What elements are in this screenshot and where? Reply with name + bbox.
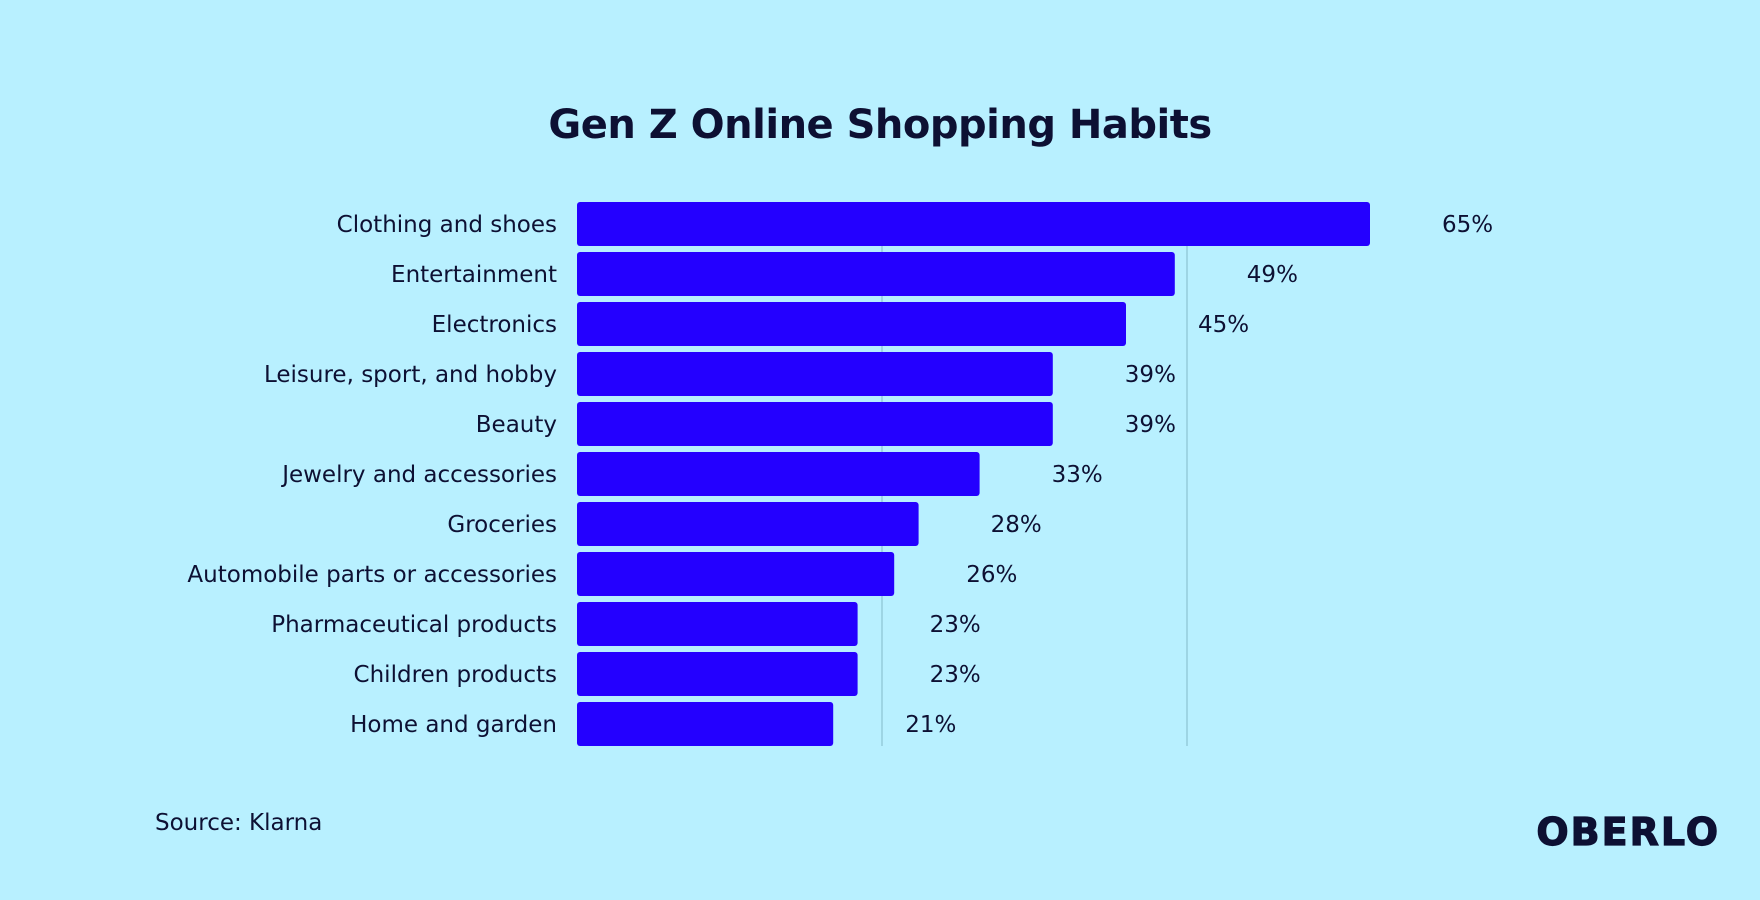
source-note: Source: Klarna	[155, 810, 323, 836]
value-label: 21%	[905, 712, 956, 738]
category-label: Jewelry and accessories	[280, 462, 557, 488]
value-label: 33%	[1052, 462, 1103, 488]
value-label: 39%	[1125, 412, 1176, 438]
value-label: 49%	[1247, 262, 1298, 288]
value-label: 26%	[966, 562, 1017, 588]
value-label: 28%	[991, 512, 1042, 538]
category-label: Children products	[354, 662, 557, 688]
value-label: 65%	[1442, 212, 1493, 238]
chart-title: Gen Z Online Shopping Habits	[548, 102, 1212, 148]
bar	[577, 302, 1126, 346]
category-label: Groceries	[447, 512, 557, 538]
category-label: Clothing and shoes	[337, 212, 557, 238]
bar	[577, 652, 858, 696]
bar	[577, 252, 1175, 296]
oberlo-logo: OBERLO	[1536, 809, 1720, 854]
category-label: Automobile parts or accessories	[187, 562, 557, 588]
bar	[577, 452, 980, 496]
value-label: 23%	[930, 612, 981, 638]
category-label: Home and garden	[350, 712, 557, 738]
bar	[577, 352, 1053, 396]
category-label: Electronics	[432, 312, 557, 338]
category-label: Leisure, sport, and hobby	[264, 362, 557, 388]
category-label: Entertainment	[391, 262, 557, 288]
bar	[577, 602, 858, 646]
bar	[577, 502, 919, 546]
value-label: 39%	[1125, 362, 1176, 388]
bar	[577, 552, 895, 596]
bar	[577, 402, 1053, 446]
bar	[577, 702, 834, 746]
category-label: Pharmaceutical products	[271, 612, 557, 638]
bar	[577, 202, 1370, 246]
category-label: Beauty	[476, 412, 557, 438]
value-label: 23%	[930, 662, 981, 688]
value-label: 45%	[1198, 312, 1249, 338]
